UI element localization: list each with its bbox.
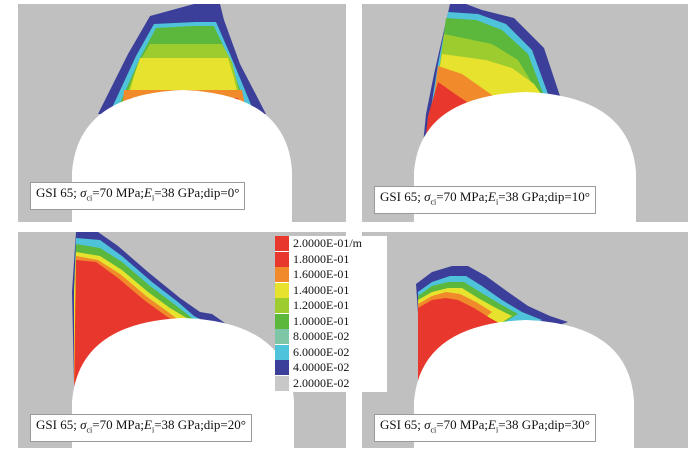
caption-gsi: GSI 65; — [36, 185, 77, 200]
caption-e-sub: i — [151, 193, 155, 203]
caption-sigma: σ — [80, 185, 87, 200]
caption-e-value: =38 GPa;dip=0° — [154, 185, 240, 200]
caption-dip-30: GSI 65; σci=70 MPa;Ei=38 GPa;dip=30° — [374, 414, 596, 442]
caption-sigma-sub: ci — [86, 425, 93, 435]
panel-dip-10: GSI 65; σci=70 MPa;Ei=38 GPa;dip=10° — [362, 4, 688, 222]
panel-dip-20: GSI 65; σci=70 MPa;Ei=38 GPa;dip=20° — [18, 232, 346, 448]
caption-sigma-value: =70 MPa; — [436, 189, 489, 204]
caption-dip-0: GSI 65; σci=70 MPa;Ei=38 GPa;dip=0° — [30, 182, 246, 210]
legend-label: 2.0000E-01/m — [293, 236, 362, 250]
legend-label: 2.0000E-02 — [293, 375, 350, 390]
legend-entry: 1.2000E-01 — [275, 298, 387, 313]
legend-swatch — [275, 344, 289, 360]
caption-sigma-value: =70 MPa; — [92, 185, 145, 200]
legend-label: 1.4000E-01 — [293, 282, 350, 297]
legend-label: 4.0000E-02 — [293, 360, 350, 374]
legend-entry: 1.8000E-01 — [275, 251, 387, 267]
caption-e-value: =38 GPa;dip=10° — [498, 189, 590, 204]
legend-label: 6.0000E-02 — [293, 344, 350, 359]
caption-e: E — [488, 417, 496, 432]
legend-entry: 1.4000E-01 — [275, 282, 387, 298]
caption-gsi: GSI 65; — [380, 417, 421, 432]
legend-label: 1.6000E-01 — [293, 267, 350, 281]
caption-e-sub: i — [495, 425, 499, 435]
caption-gsi: GSI 65; — [380, 189, 421, 204]
legend-entry: 6.0000E-02 — [275, 344, 387, 360]
caption-sigma-sub: ci — [86, 193, 93, 203]
legend-swatch — [275, 360, 289, 375]
caption-e: E — [144, 417, 152, 432]
legend-entry: 4.0000E-02 — [275, 360, 387, 375]
caption-e: E — [488, 189, 496, 204]
caption-sigma-value: =70 MPa; — [92, 417, 145, 432]
caption-dip-10: GSI 65; σci=70 MPa;Ei=38 GPa;dip=10° — [374, 186, 596, 214]
legend-entry: 2.0000E-02 — [275, 375, 387, 391]
caption-gsi: GSI 65; — [36, 417, 77, 432]
legend-swatch — [275, 329, 289, 344]
caption-e-value: =38 GPa;dip=30° — [498, 417, 590, 432]
legend-entry: 1.6000E-01 — [275, 267, 387, 282]
caption-sigma-sub: ci — [430, 425, 437, 435]
legend-label: 1.0000E-01 — [293, 313, 350, 328]
legend-swatch — [275, 236, 289, 251]
legend-swatch — [275, 267, 289, 282]
legend-entry: 2.0000E-01/m — [275, 236, 387, 251]
legend-swatch — [275, 375, 289, 391]
legend-entry: 1.0000E-01 — [275, 313, 387, 329]
caption-e-sub: i — [151, 425, 155, 435]
legend-label: 1.8000E-01 — [293, 251, 350, 266]
legend-label: 1.2000E-01 — [293, 298, 350, 312]
legend-entry: 8.0000E-02 — [275, 329, 387, 344]
caption-sigma-value: =70 MPa; — [436, 417, 489, 432]
legend-swatch — [275, 251, 289, 267]
caption-dip-20: GSI 65; σci=70 MPa;Ei=38 GPa;dip=20° — [30, 414, 252, 442]
caption-sigma: σ — [80, 417, 87, 432]
caption-sigma: σ — [424, 417, 431, 432]
caption-e-sub: i — [495, 197, 499, 207]
legend-swatch — [275, 282, 289, 298]
caption-sigma: σ — [424, 189, 431, 204]
legend-label: 8.0000E-02 — [293, 329, 350, 343]
panel-dip-30: GSI 65; σci=70 MPa;Ei=38 GPa;dip=30° — [362, 232, 688, 448]
color-legend: 2.0000E-01/m 1.8000E-01 1.6000E-01 1.400… — [275, 236, 387, 392]
caption-e-value: =38 GPa;dip=20° — [154, 417, 246, 432]
legend-swatch — [275, 298, 289, 313]
legend-swatch — [275, 313, 289, 329]
caption-sigma-sub: ci — [430, 197, 437, 207]
caption-e: E — [144, 185, 152, 200]
panel-dip-0: GSI 65; σci=70 MPa;Ei=38 GPa;dip=0° — [18, 4, 346, 222]
